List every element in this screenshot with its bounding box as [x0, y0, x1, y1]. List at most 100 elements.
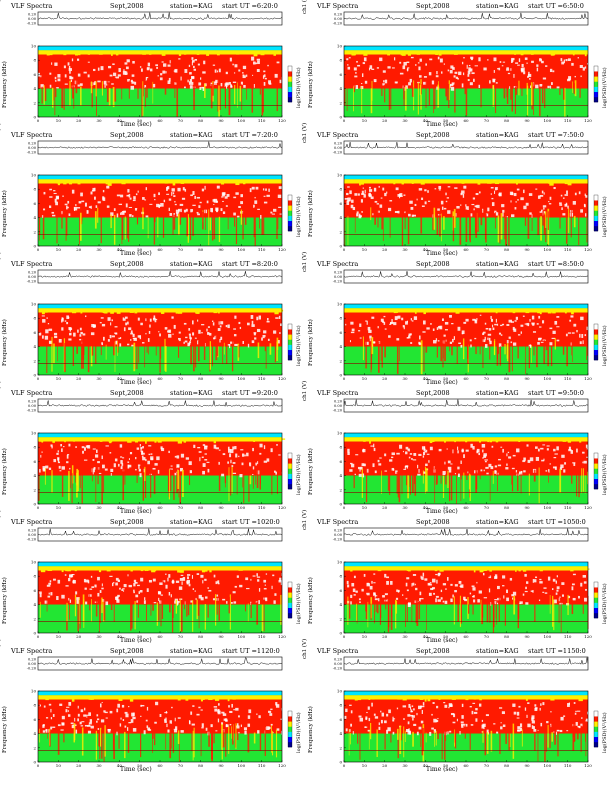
impulse-streak: [269, 343, 272, 355]
white-patch: [444, 704, 448, 708]
white-patch: [520, 470, 523, 473]
white-patch: [158, 331, 160, 333]
impulse-streak: [586, 213, 588, 243]
impulse-streak: [271, 725, 272, 753]
impulse-streak: [397, 728, 399, 740]
panel-start-time: start UT =8:20:0: [222, 260, 278, 268]
impulse-streak: [90, 346, 93, 367]
white-patch: [145, 77, 148, 82]
white-patch: [133, 589, 135, 592]
white-patch: [179, 577, 184, 581]
white-patch: [217, 580, 220, 584]
impulse-streak: [114, 86, 117, 102]
white-patch: [100, 66, 104, 71]
white-patch: [491, 202, 495, 207]
spectrogram-panel: VLF Spectra Sept,2008 station=KAG start UT …: [0, 510, 306, 645]
white-patch: [222, 713, 227, 716]
white-patch: [501, 204, 505, 208]
x-tick-label: 30: [96, 763, 102, 768]
white-patch: [191, 723, 195, 726]
impulse-streak: [572, 346, 573, 362]
impulse-streak: [368, 730, 370, 750]
yellow-fleck: [539, 440, 542, 442]
white-patch: [424, 578, 428, 581]
yellow-fleck: [416, 52, 421, 55]
white-patch: [161, 61, 164, 63]
yellow-fleck: [462, 437, 467, 441]
impulse-streak: [101, 729, 103, 759]
white-patch: [169, 60, 171, 64]
spectral-band: [38, 179, 282, 184]
x-tick-label: 30: [402, 634, 408, 639]
white-patch: [184, 340, 188, 343]
white-patch: [55, 201, 58, 206]
yellow-fleck: [401, 53, 406, 56]
white-patch: [270, 723, 273, 726]
impulse-streak: [454, 724, 457, 749]
impulse-streak: [66, 602, 68, 623]
impulse-streak: [436, 211, 439, 235]
panel-station: station=KAG: [170, 518, 213, 526]
white-patch: [376, 67, 379, 69]
white-patch: [164, 718, 167, 722]
yellow-fleck: [203, 181, 205, 183]
white-patch: [140, 704, 143, 707]
impulse-streak: [247, 603, 249, 623]
white-patch: [539, 194, 544, 197]
yellow-fleck: [206, 53, 210, 56]
white-patch: [91, 468, 95, 473]
yellow-fleck: [46, 53, 50, 56]
white-patch: [492, 324, 494, 328]
spectral-band: [38, 562, 282, 567]
impulse-streak: [137, 85, 139, 99]
yellow-fleck: [98, 52, 103, 55]
white-patch: [266, 458, 270, 462]
white-patch: [122, 588, 125, 590]
yellow-fleck: [390, 439, 393, 442]
white-patch: [241, 462, 244, 466]
white-patch: [166, 723, 168, 728]
yellow-fleck: [380, 180, 384, 183]
white-patch: [392, 716, 394, 721]
white-patch: [492, 327, 495, 331]
white-patch: [188, 64, 191, 67]
white-patch: [109, 710, 113, 714]
white-patch: [411, 320, 414, 322]
x-tick-label: 10: [56, 763, 62, 768]
colorbar-segment: [288, 483, 292, 490]
white-patch: [464, 598, 468, 602]
waveform-tick-label: 0.00: [334, 662, 343, 666]
white-patch: [410, 56, 414, 59]
impulse-streak: [492, 84, 495, 107]
yellow-fleck: [178, 311, 183, 314]
yellow-fleck: [208, 698, 213, 701]
yellow-fleck: [144, 569, 147, 572]
white-patch: [157, 469, 160, 474]
white-patch: [412, 718, 414, 721]
white-patch: [364, 189, 366, 194]
impulse-streak: [544, 211, 547, 228]
white-patch: [470, 68, 473, 71]
yellow-fleck: [79, 180, 82, 184]
white-patch: [522, 315, 525, 317]
white-patch: [492, 78, 496, 82]
impulse-streak: [177, 470, 180, 490]
yellow-fleck: [98, 180, 101, 183]
y-tick-label: 8: [33, 316, 36, 321]
white-patch: [474, 337, 477, 340]
impulse-streak: [262, 81, 264, 113]
y-tick-label: 6: [33, 588, 36, 593]
white-patch: [190, 194, 193, 197]
white-patch: [39, 468, 41, 473]
white-patch: [255, 462, 257, 466]
waveform-axis-label: ch1 (V): [302, 251, 308, 272]
impulse-streak: [144, 466, 146, 481]
impulse-streak: [425, 342, 428, 353]
yellow-fleck: [177, 440, 182, 444]
impulse-streak: [47, 726, 48, 739]
white-patch: [66, 321, 69, 325]
white-patch: [162, 580, 164, 582]
white-patch: [202, 444, 206, 446]
white-patch: [48, 467, 52, 470]
white-patch: [549, 68, 553, 73]
